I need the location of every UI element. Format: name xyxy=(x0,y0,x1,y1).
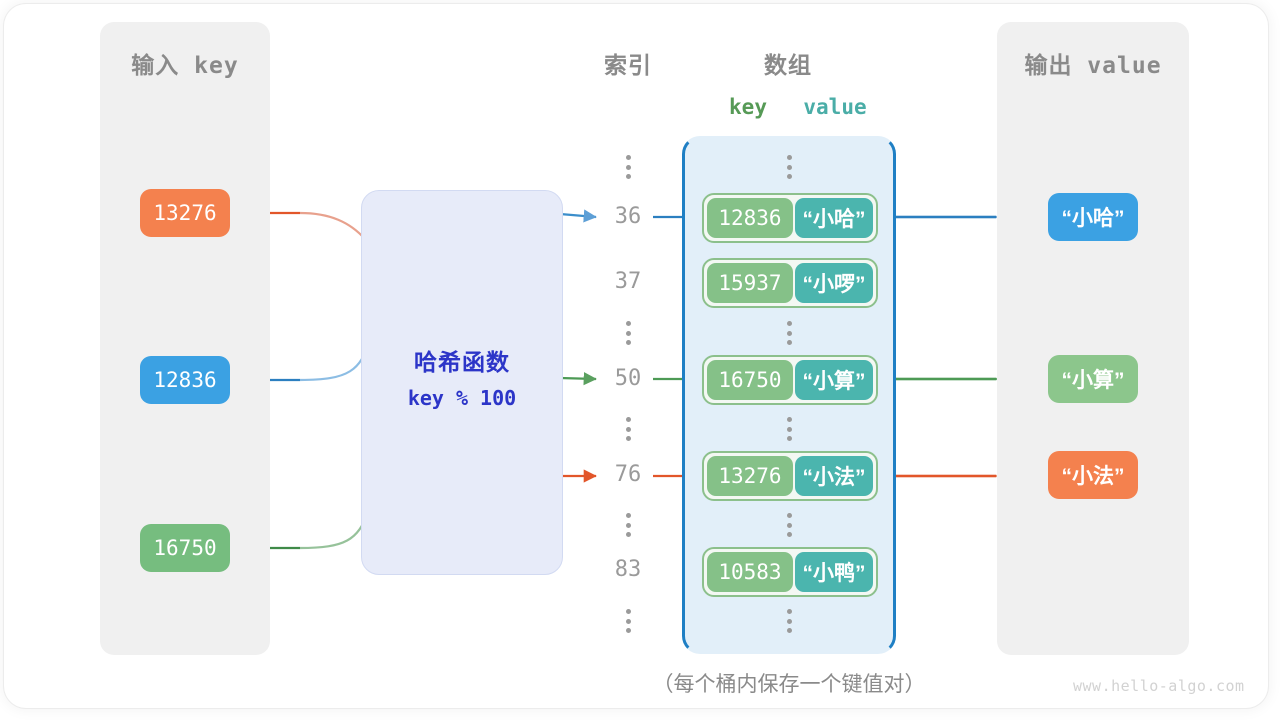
bucket-value: “小哈” xyxy=(794,198,873,238)
output-panel-title: 输出 value xyxy=(1024,53,1162,79)
bucket-cell[interactable]: 12836 “小哈” xyxy=(702,193,878,243)
bucket-ellipsis xyxy=(779,513,799,537)
bucket-value: “小法” xyxy=(794,456,873,496)
output-panel xyxy=(997,22,1189,655)
output-value-label: “小法” xyxy=(1061,465,1125,488)
bucket-value: “小算” xyxy=(794,360,873,400)
index-label-37: 37 xyxy=(614,269,642,294)
bucket-ellipsis xyxy=(779,155,799,179)
hash-function-title: 哈希函数 xyxy=(414,349,510,375)
bucket-cell[interactable]: 15937 “小啰” xyxy=(702,258,878,308)
input-key-chip[interactable]: 16750 xyxy=(140,524,230,572)
bucket-key: 16750 xyxy=(707,360,793,400)
index-label-83: 83 xyxy=(614,557,642,582)
bucket-key: 13276 xyxy=(707,456,793,496)
hash-function-box: 哈希函数 key % 100 xyxy=(361,190,563,575)
bucket-ellipsis xyxy=(779,321,799,345)
index-label-36: 36 xyxy=(614,204,642,229)
input-panel-title: 输入 key xyxy=(131,53,239,79)
index-ellipsis xyxy=(618,417,638,441)
bucket-key: 10583 xyxy=(707,552,793,592)
bucket-ellipsis xyxy=(779,417,799,441)
bucket-cell[interactable]: 16750 “小算” xyxy=(702,355,878,405)
output-value-chip[interactable]: “小算” xyxy=(1048,355,1138,403)
output-value-chip[interactable]: “小法” xyxy=(1048,451,1138,499)
output-value-label: “小哈” xyxy=(1061,207,1125,230)
index-label-76: 76 xyxy=(614,462,642,487)
input-key-chip[interactable]: 12836 xyxy=(140,356,230,404)
array-column-title: 数组 xyxy=(764,52,812,78)
array-key-header: key xyxy=(729,95,767,119)
input-key-label: 13276 xyxy=(153,201,217,225)
index-ellipsis xyxy=(618,321,638,345)
output-value-label: “小算” xyxy=(1061,369,1125,392)
index-column-title: 索引 xyxy=(604,52,652,78)
index-ellipsis xyxy=(618,155,638,179)
input-key-chip[interactable]: 13276 xyxy=(140,189,230,237)
bucket-cell[interactable]: 13276 “小法” xyxy=(702,451,878,501)
array-value-header: value xyxy=(803,95,867,119)
bucket-key: 12836 xyxy=(707,198,793,238)
input-key-label: 12836 xyxy=(153,368,217,392)
site-watermark: www.hello-algo.com xyxy=(1073,677,1245,695)
bucket-key: 15937 xyxy=(707,263,793,303)
bucket-ellipsis xyxy=(779,609,799,633)
input-key-label: 16750 xyxy=(153,536,217,560)
index-label-50: 50 xyxy=(614,366,642,391)
index-ellipsis xyxy=(618,609,638,633)
bucket-value: “小啰” xyxy=(794,263,873,303)
output-value-chip[interactable]: “小哈” xyxy=(1048,193,1138,241)
diagram-caption: （每个桶内保存一个键值对） xyxy=(652,673,926,696)
hash-function-expression: key % 100 xyxy=(407,386,517,410)
bucket-cell[interactable]: 10583 “小鸭” xyxy=(702,547,878,597)
index-ellipsis xyxy=(618,513,638,537)
bucket-value: “小鸭” xyxy=(794,552,873,592)
